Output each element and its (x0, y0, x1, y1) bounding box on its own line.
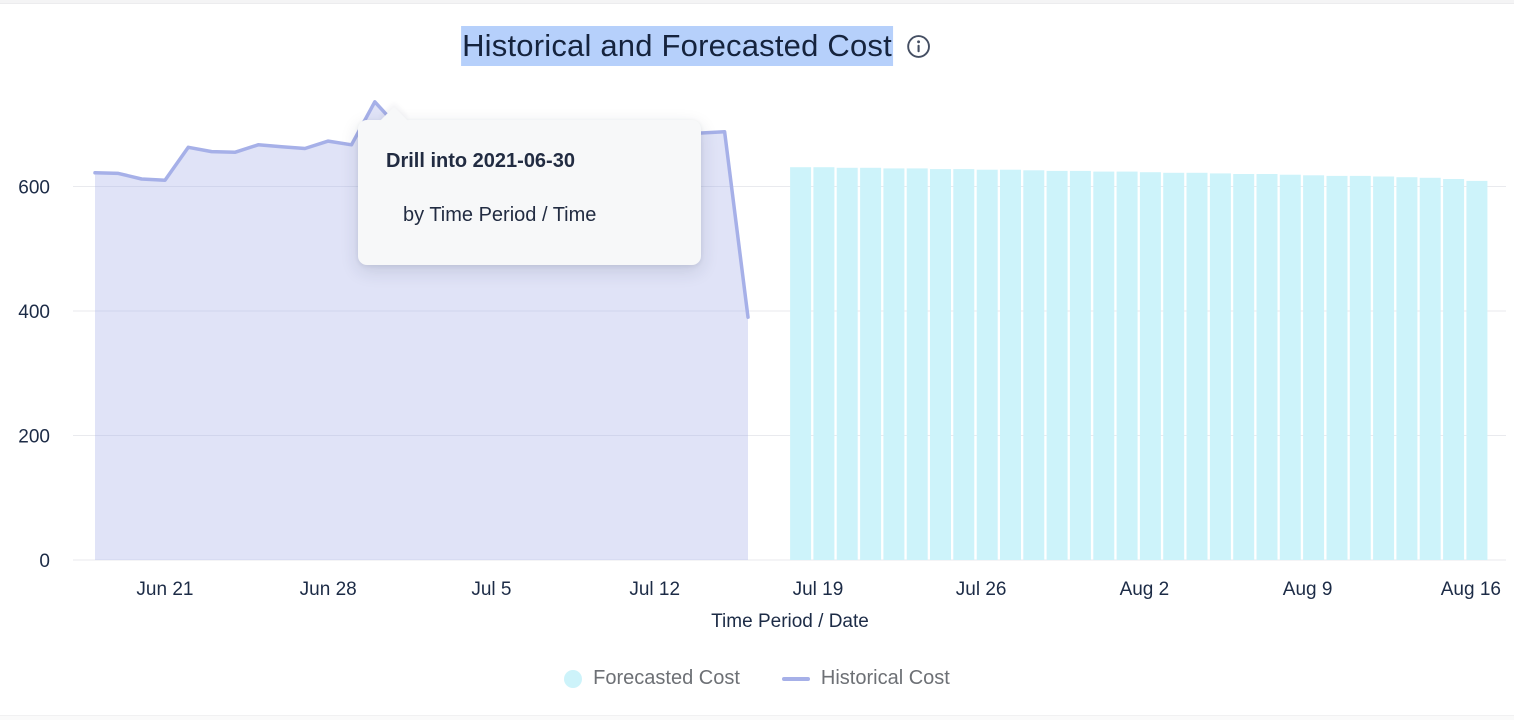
forecast-bar[interactable] (1256, 174, 1278, 560)
forecast-bar[interactable] (1443, 179, 1465, 560)
y-tick-label: 400 (18, 302, 50, 323)
forecast-bar[interactable] (976, 169, 998, 560)
tooltip-drill-subtitle: by Time Period / Time (403, 204, 597, 226)
legend-label: Historical Cost (820, 667, 950, 689)
forecast-bar[interactable] (813, 167, 835, 560)
forecast-bar[interactable] (860, 167, 882, 561)
x-tick-label: Jul 5 (471, 579, 511, 600)
x-tick-label: Jun 28 (300, 579, 357, 600)
info-icon[interactable] (906, 34, 931, 59)
forecast-bar[interactable] (1163, 172, 1185, 561)
bottom-edge-divider (0, 715, 1514, 720)
x-tick-label: Aug 16 (1441, 579, 1501, 600)
forecast-bar[interactable] (1419, 177, 1441, 561)
x-axis-title: Time Period / Date (711, 611, 869, 632)
legend: Forecasted Cost Historical Cost (0, 667, 1514, 690)
forecast-bar[interactable] (1209, 173, 1231, 560)
forecast-bar[interactable] (1093, 171, 1115, 560)
legend-item-historical-cost[interactable]: Historical Cost (781, 667, 950, 690)
page-title: Historical and Forecasted Cost (461, 26, 893, 66)
forecast-bar[interactable] (930, 169, 951, 560)
forecast-bar[interactable] (790, 167, 812, 560)
forecast-bar[interactable] (1233, 174, 1255, 560)
forecast-bar[interactable] (1373, 176, 1395, 561)
x-tick-label: Jul 26 (956, 579, 1007, 600)
tooltip-drill-title: Drill into 2021-06-30 (386, 150, 575, 172)
forecast-bar[interactable] (953, 169, 975, 560)
y-tick-label: 200 (18, 427, 50, 448)
chart-header: Historical and Forecasted Cost (461, 26, 931, 66)
forecast-bar[interactable] (1186, 172, 1208, 561)
forecast-bar[interactable] (1069, 170, 1091, 560)
forecast-bar[interactable] (1046, 170, 1068, 560)
forecast-bar[interactable] (1303, 175, 1325, 561)
forecast-bar[interactable] (836, 167, 858, 561)
forecast-bar[interactable] (1349, 175, 1371, 560)
y-tick-label: 600 (18, 178, 50, 199)
x-tick-label: Aug 2 (1120, 579, 1170, 600)
forecast-bar[interactable] (1000, 169, 1021, 560)
forecast-bar[interactable] (1023, 170, 1045, 561)
forecast-bar[interactable] (1139, 172, 1161, 560)
x-tick-label: Jun 21 (136, 579, 193, 600)
y-tick-label: 0 (39, 551, 50, 572)
x-tick-label: Jul 19 (793, 579, 844, 600)
legend-label: Forecasted Cost (593, 667, 740, 689)
forecast-bar[interactable] (1116, 171, 1138, 560)
legend-item-forecasted-cost[interactable]: Forecasted Cost (564, 667, 740, 690)
forecast-bar[interactable] (1279, 174, 1301, 560)
forecast-bar[interactable] (1466, 180, 1488, 560)
forecast-bar[interactable] (883, 168, 905, 560)
x-tick-label: Jul 12 (629, 579, 680, 600)
forecast-bar[interactable] (1326, 175, 1348, 560)
forecast-bar[interactable] (1396, 177, 1418, 560)
x-tick-label: Aug 9 (1283, 579, 1333, 600)
forecast-bar[interactable] (906, 168, 928, 560)
drill-tooltip[interactable]: Drill into 2021-06-30 by Time Period / T… (358, 106, 701, 265)
historical-cost-marker-icon (781, 676, 810, 681)
forecasted-cost-marker-icon (564, 669, 583, 688)
top-edge-divider (0, 0, 1514, 4)
